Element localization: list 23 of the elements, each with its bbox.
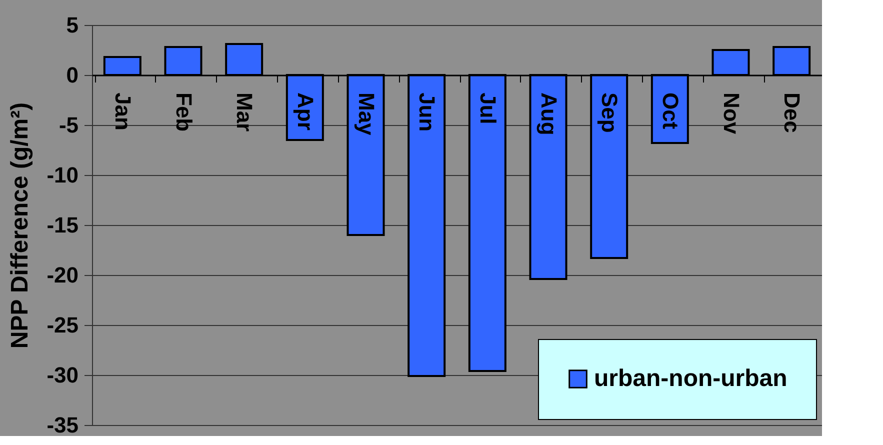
y-tick-label: -5 — [58, 112, 78, 138]
x-tick-label: Feb — [171, 92, 196, 132]
x-tick-label: Apr — [292, 92, 318, 131]
legend-label: urban-non-urban — [594, 365, 788, 392]
x-tick-label: Jun — [414, 92, 440, 132]
y-tick-label: 0 — [66, 62, 78, 88]
x-tick-label: May — [354, 92, 379, 136]
x-tick-label: Sep — [597, 92, 622, 133]
y-tick-label: -30 — [46, 362, 78, 388]
y-tick-label: 5 — [66, 12, 78, 38]
y-tick-label: -15 — [46, 212, 78, 238]
x-tick-label: Aug — [536, 92, 562, 136]
x-tick-label: Jul — [475, 92, 500, 124]
y-tick-label: -20 — [46, 262, 78, 288]
x-tick-label: Nov — [718, 92, 744, 135]
y-tick-label: -10 — [46, 162, 78, 188]
x-tick-label: Mar — [232, 92, 258, 132]
x-tick-label: Jan — [110, 92, 136, 130]
y-axis-title: NPP Difference (g/m²) — [6, 102, 34, 349]
x-tick-label: Dec — [780, 92, 805, 133]
y-tick-label: -25 — [46, 312, 78, 338]
x-tick-label: Oct — [658, 92, 683, 130]
y-tick-label: -35 — [46, 412, 78, 438]
